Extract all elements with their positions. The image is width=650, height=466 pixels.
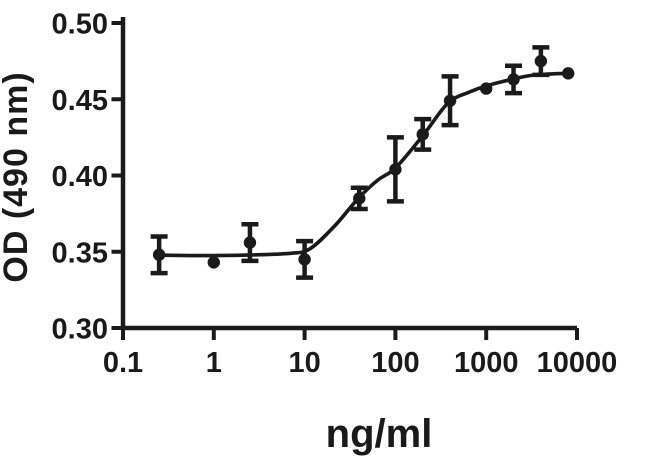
- data-point-marker: [207, 256, 220, 269]
- data-point-marker: [152, 248, 166, 261]
- x-tick-label: 10: [288, 347, 320, 379]
- x-axis-ticks: 0.1 1 10 100 1000 10000: [103, 328, 617, 379]
- x-tick-label: 1000: [454, 347, 519, 379]
- y-axis-ticks: 0.30 0.35 0.40 0.45 0.50: [52, 9, 123, 346]
- x-tick-label: 10000: [537, 347, 618, 379]
- fit-curve-group: [157, 71, 570, 258]
- x-tick-label: 1: [206, 347, 222, 379]
- data-point-marker: [298, 253, 311, 266]
- x-tick-label: 100: [371, 347, 419, 379]
- data-point-marker: [416, 128, 429, 141]
- data-points-group: [152, 54, 575, 269]
- y-tick-label: 0.35: [52, 237, 108, 269]
- data-point-marker: [480, 82, 493, 95]
- x-tick-label: 0.1: [103, 347, 143, 379]
- data-point-marker: [353, 192, 366, 205]
- x-axis-title: ng/ml: [326, 412, 433, 456]
- data-point-marker: [443, 94, 457, 107]
- data-point-marker: [534, 54, 548, 68]
- data-point-marker: [389, 163, 402, 176]
- y-tick-label: 0.45: [52, 85, 108, 117]
- data-point-marker: [507, 73, 520, 86]
- y-axis-title: OD (490 nm): [0, 71, 35, 282]
- y-tick-label: 0.50: [52, 9, 108, 41]
- y-tick-label: 0.40: [52, 161, 108, 193]
- fit-curve: [157, 71, 570, 258]
- data-point-marker: [243, 236, 257, 249]
- y-tick-label: 0.30: [52, 314, 108, 346]
- error-bars-group: [150, 45, 550, 280]
- data-point-marker: [562, 67, 575, 80]
